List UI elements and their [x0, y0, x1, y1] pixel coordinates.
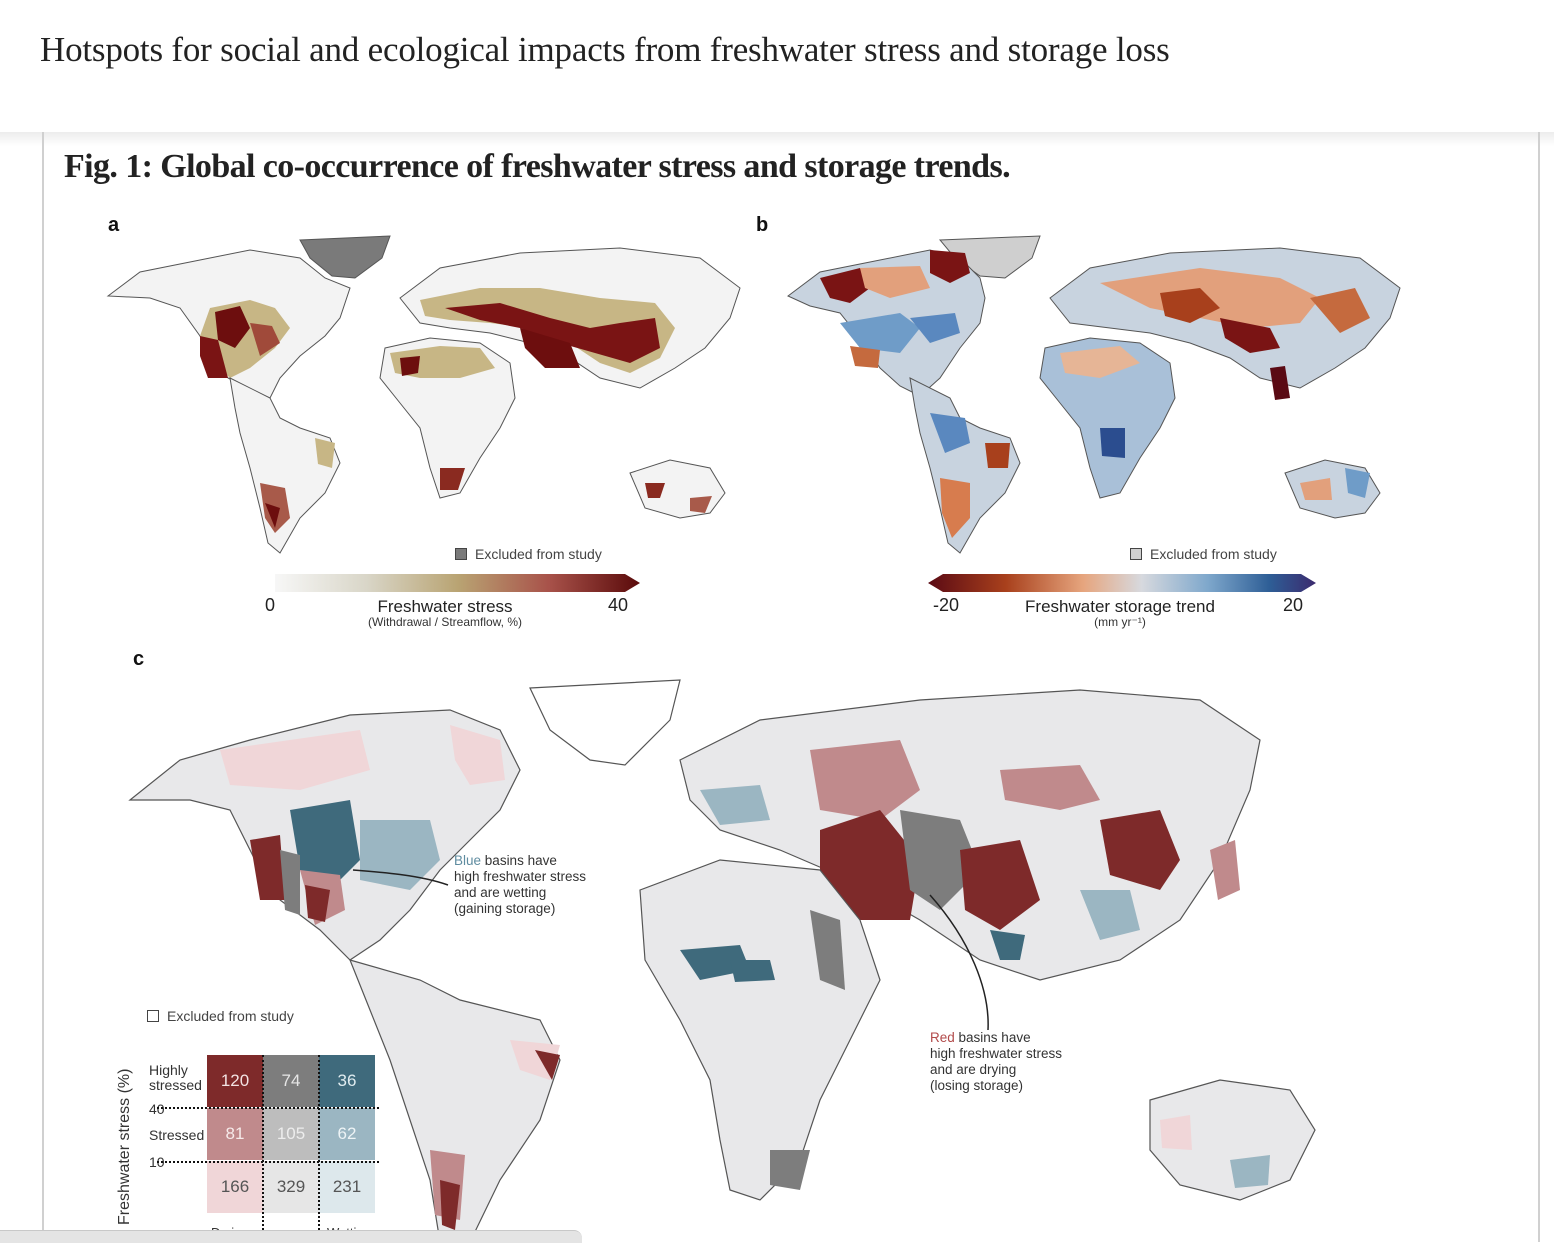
annotation-red-highlight: Red [930, 1030, 955, 1045]
storage-trend-colorbar [928, 574, 1316, 592]
excluded-legend-c: Excluded from study [147, 1008, 294, 1024]
threshold-line-10 [157, 1161, 379, 1163]
bottom-toolbar[interactable] [0, 1230, 582, 1243]
matrix-cell: 36 [319, 1055, 375, 1107]
panel-label-b: b [756, 214, 769, 236]
matrix-cell: 231 [319, 1161, 375, 1213]
matrix-cell: 81 [207, 1108, 263, 1160]
page-title: Hotspots for social and ecological impac… [40, 30, 1170, 69]
annotation-blue-highlight: Blue [454, 853, 482, 868]
stress-storage-matrix: 120 74 36 81 105 62 166 329 231 Drying W… [157, 1055, 379, 1242]
matrix-cell: 62 [319, 1108, 375, 1160]
co-occurrence-map [128, 679, 1316, 1242]
threshold-10: 10 [149, 1154, 165, 1170]
excluded-swatch [1130, 548, 1142, 560]
matrix-cell: 120 [207, 1055, 263, 1107]
matrix-cell: 74 [263, 1055, 319, 1107]
row-label-stressed: Stressed [149, 1127, 205, 1143]
excluded-swatch [147, 1010, 159, 1022]
excluded-label: Excluded from study [1150, 546, 1277, 562]
divider-drying [262, 1055, 264, 1242]
figure-card [42, 132, 1540, 1242]
matrix-cell: 166 [207, 1161, 263, 1213]
storage-colorbar-title: Freshwater storage trend [1025, 597, 1215, 616]
storage-min-tick: -20 [933, 595, 960, 615]
row-label-highly-stressed: Highly stressed [149, 1062, 202, 1093]
panel-label-a: a [108, 214, 120, 236]
page-header: Hotspots for social and ecological impac… [0, 0, 1554, 132]
threshold-line-40 [157, 1107, 379, 1109]
storage-trend-map [787, 235, 1401, 554]
matrix-cell: 105 [263, 1108, 319, 1160]
matrix-y-axis-title: Freshwater stress (%) [116, 1068, 133, 1225]
stress-colorbar-subtitle: (Withdrawal / Streamflow, %) [367, 615, 523, 629]
excluded-label: Excluded from study [475, 546, 602, 562]
excluded-legend-b: Excluded from study [1130, 546, 1277, 562]
excluded-legend-a: Excluded from study [455, 546, 602, 562]
figure-title: Fig. 1: Global co-occurrence of freshwat… [64, 148, 1011, 185]
storage-colorbar-subtitle: (mm yr⁻¹) [1094, 615, 1146, 629]
freshwater-stress-map [106, 235, 741, 554]
matrix-cell: 329 [263, 1161, 319, 1213]
stress-max-tick: 40 [608, 595, 629, 615]
divider-wetting [318, 1055, 320, 1242]
stress-colorbar [275, 574, 640, 592]
excluded-swatch [455, 548, 467, 560]
stress-colorbar-title: Freshwater stress [377, 597, 513, 616]
threshold-40: 40 [149, 1101, 165, 1117]
panel-label-c: c [133, 648, 145, 670]
excluded-label: Excluded from study [167, 1008, 294, 1024]
annotation-red-basins: Red basins have high freshwater stress a… [930, 1030, 1063, 1093]
storage-max-tick: 20 [1283, 595, 1304, 615]
header-shadow [0, 132, 1554, 146]
annotation-blue-basins: Blue basins have high freshwater stress … [454, 853, 587, 916]
stress-min-tick: 0 [265, 595, 276, 615]
